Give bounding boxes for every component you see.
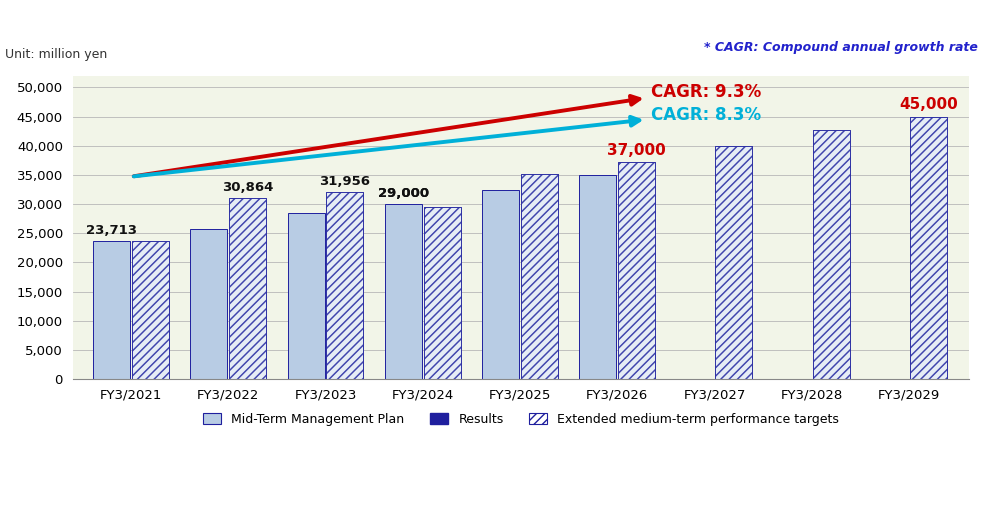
Bar <box>812 130 850 379</box>
Text: Unit: million yen: Unit: million yen <box>5 48 108 60</box>
Bar <box>190 229 227 379</box>
Bar <box>482 189 519 379</box>
Text: CAGR: 8.3%: CAGR: 8.3% <box>652 106 762 124</box>
Bar <box>521 174 558 379</box>
Text: 30,864: 30,864 <box>222 181 274 194</box>
Bar <box>229 198 266 379</box>
Text: 29,000: 29,000 <box>378 187 429 200</box>
Bar <box>715 146 753 379</box>
Bar <box>910 116 947 379</box>
Bar <box>618 162 655 379</box>
Bar <box>618 162 655 379</box>
Text: 37,000: 37,000 <box>607 143 666 158</box>
Text: 29,000: 29,000 <box>378 187 429 200</box>
Text: 45,000: 45,000 <box>899 98 958 112</box>
Text: 23,713: 23,713 <box>86 224 137 237</box>
Bar <box>385 204 422 379</box>
Bar <box>132 241 169 379</box>
Bar <box>715 146 753 379</box>
Bar <box>424 207 460 379</box>
Bar <box>326 192 363 379</box>
Bar <box>93 241 130 379</box>
Text: CAGR: 9.3%: CAGR: 9.3% <box>652 83 762 101</box>
Bar <box>229 198 266 379</box>
Bar <box>288 213 324 379</box>
Bar <box>132 241 169 379</box>
Bar <box>579 175 616 379</box>
Text: * CAGR: Compound annual growth rate: * CAGR: Compound annual growth rate <box>704 42 978 54</box>
Bar <box>521 174 558 379</box>
Bar <box>326 192 363 379</box>
Bar <box>812 130 850 379</box>
Text: 31,956: 31,956 <box>319 175 370 188</box>
Bar <box>910 116 947 379</box>
Bar <box>424 207 460 379</box>
Legend: Mid-Term Management Plan, Results, Extended medium-term performance targets: Mid-Term Management Plan, Results, Exten… <box>197 407 844 431</box>
